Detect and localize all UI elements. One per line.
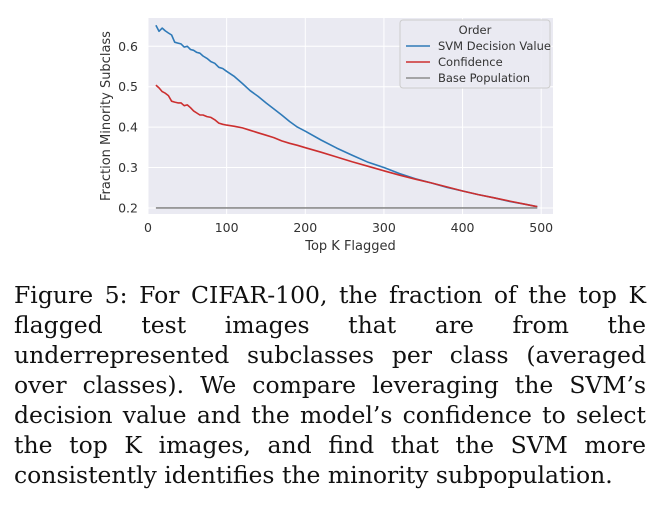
x-tick-label: 400 <box>451 220 475 235</box>
x-tick-label: 200 <box>293 220 317 235</box>
y-axis-label: Fraction Minority Subclass <box>99 31 114 201</box>
y-tick-label: 0.5 <box>118 79 138 94</box>
x-tick-label: 0 <box>144 220 152 235</box>
legend-title: Order <box>459 23 492 37</box>
y-tick-label: 0.6 <box>118 39 138 54</box>
legend-entry-label: SVM Decision Value <box>438 39 551 53</box>
legend-entry-label: Confidence <box>438 55 503 69</box>
y-tick-label: 0.2 <box>118 200 138 215</box>
x-tick-label: 100 <box>215 220 239 235</box>
x-tick-label: 300 <box>372 220 396 235</box>
legend-entry-label: Base Population <box>438 71 530 85</box>
legend: Order SVM Decision Value Confidence Base P… <box>399 19 551 89</box>
figure-caption: Figure 5: For CIFAR-100, the fraction of… <box>14 281 646 489</box>
legend-box <box>399 19 551 89</box>
y-tick-label: 0.4 <box>118 120 138 135</box>
x-tick-label: 500 <box>529 220 553 235</box>
y-tick-label: 0.3 <box>118 160 138 175</box>
x-axis-label: Top K Flagged <box>304 239 396 254</box>
series-line-confidence <box>155 84 538 208</box>
line-chart: 0 100 200 300 400 500 0.2 0.3 0.4 0.5 0.6 Top K Fl… <box>99 18 553 254</box>
